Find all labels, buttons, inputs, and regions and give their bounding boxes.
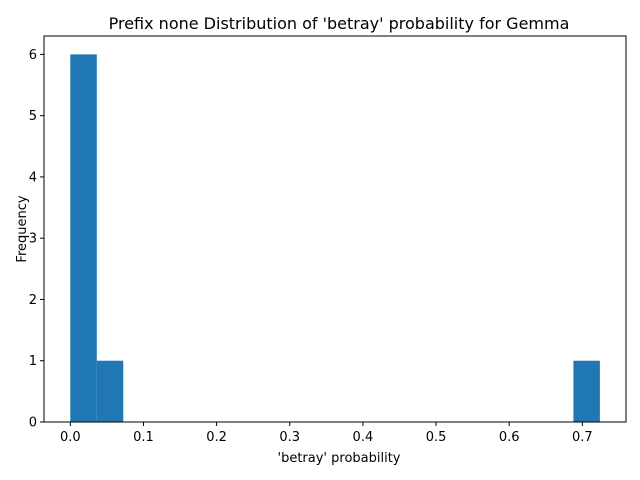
- histogram-bar-19: [573, 360, 600, 422]
- x-tick-label: 0.0: [60, 430, 81, 445]
- x-tick-label: 0.2: [206, 430, 227, 445]
- x-tick-label: 0.5: [426, 430, 447, 445]
- plot-area: [44, 36, 626, 422]
- bars-group: [70, 54, 600, 422]
- x-tick-label: 0.7: [572, 430, 593, 445]
- y-ticks-group: 0 1 2 3 4 5 6: [29, 48, 44, 431]
- x-tick-label: 0.6: [499, 430, 520, 445]
- y-tick-label: 3: [29, 232, 37, 247]
- histogram-bar-1: [96, 360, 124, 422]
- y-tick-label: 0: [29, 416, 37, 431]
- chart-title: Prefix none Distribution of 'betray' pro…: [109, 14, 570, 33]
- plot-frame: [43, 35, 627, 423]
- y-tick-label: 6: [29, 48, 37, 63]
- x-tick-label: 0.4: [353, 430, 374, 445]
- y-axis-label: Frequency: [15, 195, 30, 262]
- histogram-bar-0: [70, 54, 97, 422]
- x-tick-label: 0.1: [133, 430, 154, 445]
- y-tick-label: 5: [29, 109, 37, 124]
- y-tick-label: 1: [29, 354, 37, 369]
- y-tick-label: 2: [29, 293, 37, 308]
- x-axis-label: 'betray' probability: [278, 451, 401, 466]
- y-tick-label: 4: [29, 170, 37, 185]
- x-ticks-group: 0.0 0.1 0.2 0.3 0.4 0.5 0.6 0.7: [60, 422, 593, 445]
- x-tick-label: 0.3: [279, 430, 300, 445]
